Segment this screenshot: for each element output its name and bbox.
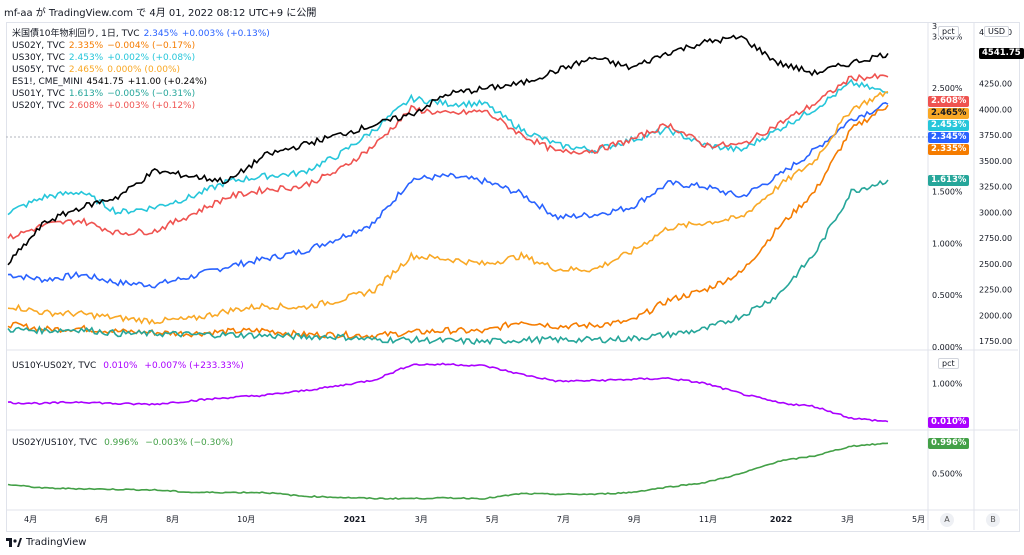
publish-header: mf-aa が TradingView.com で 4月 01, 2022 08… — [4, 8, 317, 19]
legend-label: US20Y, TVC — [12, 101, 65, 111]
legend-row[interactable]: ES1!, CME_MINI 4541.75 +11.00 (+0.24%) — [12, 76, 211, 88]
time-tick-label: 11月 — [699, 515, 717, 524]
yield-line-us20y — [7, 72, 889, 240]
legend-row[interactable]: US01Y, TVC 1.613% −0.005% (−0.31%) — [12, 88, 199, 100]
legend-label: ES1!, CME_MINI — [12, 77, 83, 87]
legend-label: US01Y, TVC — [12, 89, 65, 99]
value-badge-0: 2.345% — [928, 132, 970, 143]
value-badge-ratio: 0.996% — [928, 438, 970, 450]
legend-label: 米国債10年物利回り, 1日, TVC — [12, 29, 140, 39]
time-tick-label: 9月 — [628, 515, 641, 524]
time-tick-label: 3月 — [415, 515, 428, 524]
usd-tick-label: 2500.00 — [979, 260, 1012, 269]
spread-pct-unit-label[interactable]: pct — [938, 358, 959, 369]
legend-row[interactable]: US20Y, TVC 2.608% +0.003% (+0.12%) — [12, 100, 199, 112]
ratio-legend-label: US02Y/US10Y, TVC — [12, 438, 98, 448]
auto-scale-button[interactable]: A — [940, 513, 954, 527]
yield-line-us05y — [7, 91, 889, 326]
time-tick-label: 5月 — [486, 515, 499, 524]
usd-tick-label: 2000.00 — [979, 311, 1012, 320]
value-badge-spread: 0.010% — [928, 416, 970, 428]
usd-tick-label: 3000.00 — [979, 208, 1012, 217]
legend-value: 2.335% — [68, 41, 104, 51]
usd-tick-label: 3750.00 — [979, 131, 1012, 140]
legend-value: 2.345% — [143, 29, 178, 39]
usd-tick-label: 1750.00 — [979, 337, 1012, 346]
pct-tick-label: 2.500% — [932, 84, 963, 93]
value-badge-1: 2.335% — [928, 144, 970, 155]
pct-tick-label: 3. — [932, 22, 940, 31]
legend-change: −0.004% (−0.17%) — [107, 41, 196, 51]
es1-futures-line — [7, 34, 889, 266]
spread-legend-label: US10Y-US02Y, TVC — [12, 361, 97, 371]
time-tick-label: 4月 — [24, 515, 37, 524]
pct-tick-label: 1.000% — [932, 239, 963, 248]
yield-line-us01y — [7, 179, 889, 346]
legend-label: US02Y, TVC — [12, 41, 65, 51]
time-tick-label: 2021 — [344, 515, 367, 524]
legend-label: US05Y, TVC — [12, 65, 65, 75]
time-tick-label: 3月 — [841, 515, 854, 524]
spread-legend-change: +0.007% (+233.33%) — [144, 361, 244, 371]
legend-row[interactable]: 米国債10年物利回り, 1日, TVC 2.345% +0.003% (+0.13%… — [12, 28, 274, 40]
usd-tick-label: 2750.00 — [979, 234, 1012, 243]
legend-change: +0.003% (+0.13%) — [181, 29, 270, 39]
ratio-legend: US02Y/US10Y, TVC 0.996% −0.003% (−0.30%) — [12, 437, 237, 449]
time-tick-label: 5月 — [912, 515, 925, 524]
value-badge-2: 2.453% — [928, 120, 970, 131]
ratio-line — [7, 442, 889, 500]
value-badge-us01y: 1.613% — [928, 174, 970, 186]
legend-row[interactable]: US05Y, TVC 2.465% 0.000% (0.00%) — [12, 64, 184, 76]
legend-change: +0.003% (+0.12%) — [107, 101, 196, 111]
legend-value: 4541.75 — [86, 77, 124, 87]
value-badge-6: 2.608% — [928, 96, 970, 107]
time-tick-label: 10月 — [237, 515, 255, 524]
value-badge-3: 2.465% — [928, 108, 970, 119]
yield-line-us10y — [7, 102, 889, 289]
pct-tick-label: 1.500% — [932, 188, 963, 197]
spread-legend: US10Y-US02Y, TVC 0.010% +0.007% (+233.33… — [12, 360, 248, 372]
yield-line-us30y — [7, 78, 889, 216]
legend-label: US30Y, TVC — [12, 53, 65, 63]
usd-tick-label: 2250.00 — [979, 286, 1012, 295]
legend-change: −0.005% (−0.31%) — [107, 89, 196, 99]
time-tick-label: 2022 — [770, 515, 792, 524]
chart-frame — [6, 22, 1020, 532]
legend-row[interactable]: US02Y, TVC 2.335% −0.004% (−0.17%) — [12, 40, 199, 52]
pct-tick-label: 0.500% — [932, 291, 963, 300]
spread-line — [7, 362, 889, 423]
pct-unit-label[interactable]: pct — [938, 26, 959, 37]
legend-change: 0.000% (0.00%) — [107, 65, 181, 75]
time-tick-label: 7月 — [557, 515, 570, 524]
spread-tick-label: 1.000% — [932, 379, 963, 388]
tradingview-logo-icon — [6, 537, 22, 547]
time-tick-label: 6月 — [95, 515, 108, 524]
spread-legend-value: 0.010% — [103, 361, 138, 371]
legend-value: 1.613% — [68, 89, 104, 99]
ratio-legend-value: 0.996% — [104, 438, 139, 448]
brand-name: TradingView — [26, 537, 87, 548]
legend-change: +11.00 (+0.24%) — [127, 77, 208, 87]
usd-tick-label: 3500.00 — [979, 157, 1012, 166]
usd-tick-label: 3250.00 — [979, 183, 1012, 192]
time-tick-label: 8月 — [166, 515, 179, 524]
legend-value: 2.465% — [68, 65, 104, 75]
legend-row[interactable]: US30Y, TVC 2.453% +0.002% (+0.08%) — [12, 52, 199, 64]
ratio-tick-label: 0.500% — [932, 470, 963, 479]
log-scale-button[interactable]: B — [986, 513, 1000, 527]
value-badge-es1: 4541.75 — [979, 48, 1024, 60]
usd-tick-label: 4000.00 — [979, 105, 1012, 114]
legend-value: 2.453% — [68, 53, 104, 63]
usd-tick-label: 4250.00 — [979, 80, 1012, 89]
usd-unit-label[interactable]: USD — [984, 26, 1010, 37]
tradingview-brand: TradingView — [6, 537, 86, 548]
legend-change: +0.002% (+0.08%) — [107, 53, 196, 63]
legend-value: 2.608% — [68, 101, 104, 111]
pct-tick-label: 0.000% — [932, 343, 963, 352]
ratio-legend-change: −0.003% (−0.30%) — [145, 438, 234, 448]
